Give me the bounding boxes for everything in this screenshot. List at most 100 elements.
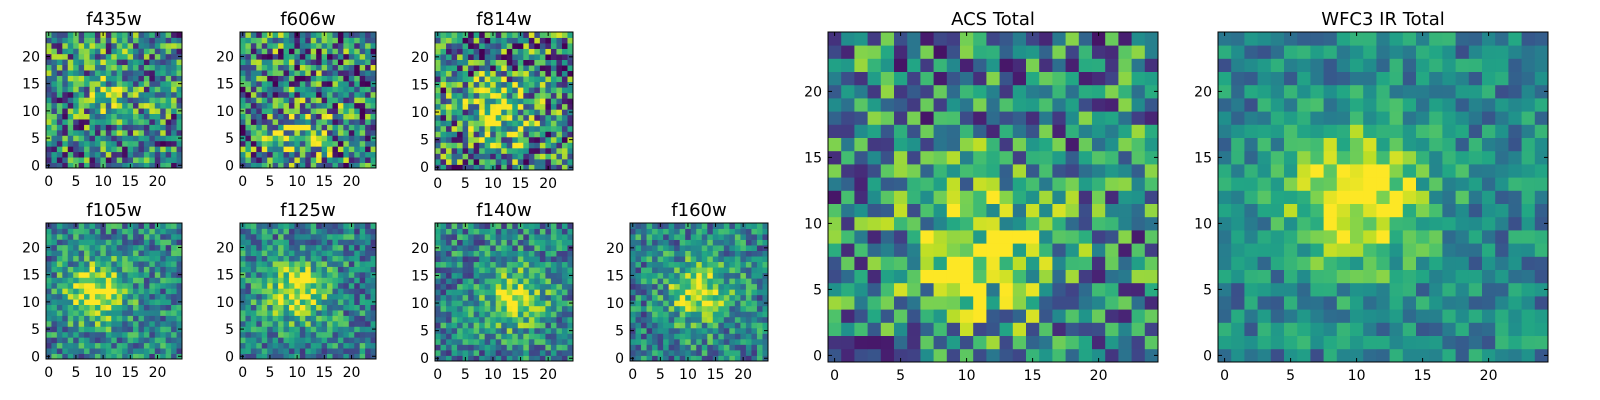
heatmap-cell [56, 91, 63, 98]
heatmap-cell [316, 140, 322, 147]
heatmap-cell [451, 131, 458, 138]
heatmap-cell [267, 124, 274, 131]
heatmap-cell [1052, 322, 1066, 336]
heatmap-cell [245, 326, 252, 333]
heatmap-cell [160, 282, 167, 289]
panel-title-f125w: f125w [280, 200, 335, 221]
heatmap-cell [122, 310, 128, 316]
heatmap-cell [668, 327, 675, 334]
heatmap-cell [256, 64, 263, 71]
heatmap-cell [734, 344, 741, 351]
heatmap-cell [556, 153, 563, 160]
heatmap-cell [278, 266, 284, 273]
heatmap-cell [490, 59, 497, 66]
heatmap-cell [305, 315, 312, 322]
heatmap-cell [894, 243, 908, 257]
heatmap-cell [479, 250, 486, 257]
heatmap-cell [745, 245, 752, 251]
heatmap-cell [160, 250, 167, 257]
heatmap-cell [354, 304, 361, 311]
heatmap-cell [473, 114, 480, 121]
heatmap-cell [111, 32, 118, 38]
heatmap-cell [245, 244, 252, 251]
heatmap-cell [171, 282, 177, 289]
heatmap-cell [327, 91, 333, 98]
heatmap-cell [462, 245, 469, 251]
heatmap-cell [122, 59, 128, 66]
heatmap-cell [762, 283, 769, 290]
heatmap-cell [365, 223, 371, 229]
heatmap-cell [316, 233, 322, 240]
heatmap-cell [1065, 282, 1080, 297]
heatmap-cell [78, 91, 85, 98]
heatmap-cell [165, 337, 172, 344]
heatmap-cell [56, 331, 63, 338]
heatmap-cell [479, 338, 486, 345]
heatmap-cell [907, 164, 921, 178]
heatmap-cell [305, 320, 312, 327]
x-tick-label: 10 [288, 174, 306, 190]
heatmap-cell [171, 102, 177, 109]
x-tick-label: 20 [149, 174, 167, 190]
heatmap-cell [440, 70, 447, 77]
heatmap-cell [490, 256, 497, 263]
heatmap-cell [278, 331, 284, 338]
heatmap-cell [685, 250, 692, 257]
heatmap-cell [512, 267, 519, 274]
heatmap-cell [723, 261, 730, 268]
heatmap-cell [723, 322, 730, 329]
heatmap-cell [316, 157, 322, 163]
heatmap-cell [696, 289, 703, 296]
heatmap-cell [920, 230, 934, 244]
heatmap-cell [729, 261, 736, 268]
heatmap-cell [365, 42, 371, 49]
heatmap-cell [539, 344, 546, 351]
heatmap-cell [51, 310, 58, 316]
heatmap-cell [149, 64, 156, 71]
heatmap-cell [473, 76, 480, 83]
heatmap-cell [663, 289, 670, 296]
heatmap-cell [630, 294, 636, 301]
heatmap-cell [545, 256, 552, 263]
heatmap-cell [133, 113, 139, 120]
heatmap-cell [288, 261, 295, 267]
heatmap-cell [67, 37, 74, 44]
heatmap-cell [440, 272, 447, 279]
heatmap-cell [100, 304, 107, 311]
heatmap-cell [550, 109, 557, 116]
heatmap-cell [348, 293, 355, 300]
heatmap-cell [272, 80, 279, 87]
heatmap-cell [1012, 256, 1027, 270]
heatmap-cell [506, 70, 513, 77]
heatmap-cell [67, 326, 74, 333]
heatmap-cell [1131, 256, 1146, 270]
heatmap-cell [440, 109, 447, 116]
heatmap-cell [718, 289, 725, 296]
heatmap-cell [299, 266, 306, 273]
heatmap-cell [479, 153, 486, 160]
heatmap-cell [690, 256, 697, 263]
heatmap-cell [657, 338, 664, 345]
heatmap-cell [111, 255, 118, 262]
heatmap-cell [745, 311, 752, 318]
heatmap-cell [316, 135, 322, 142]
heatmap-cell [718, 311, 725, 318]
heatmap-cell [256, 162, 263, 169]
heatmap-cell [245, 255, 252, 262]
heatmap-cell [171, 277, 177, 284]
heatmap-cell [435, 147, 441, 154]
heatmap-cell [528, 311, 535, 318]
heatmap-cell [561, 92, 568, 99]
heatmap-cell [512, 92, 519, 99]
heatmap-cell [160, 59, 167, 66]
heatmap-cell [240, 48, 246, 55]
heatmap-cell [370, 223, 377, 229]
heatmap-cell [986, 243, 1000, 257]
heatmap-cell [261, 75, 268, 82]
heatmap-cell [440, 294, 447, 301]
heatmap-cell [828, 203, 842, 218]
heatmap-cell [712, 311, 719, 318]
heatmap-cell [73, 53, 80, 60]
heatmap-cell [841, 203, 855, 218]
heatmap-cell [718, 228, 725, 235]
